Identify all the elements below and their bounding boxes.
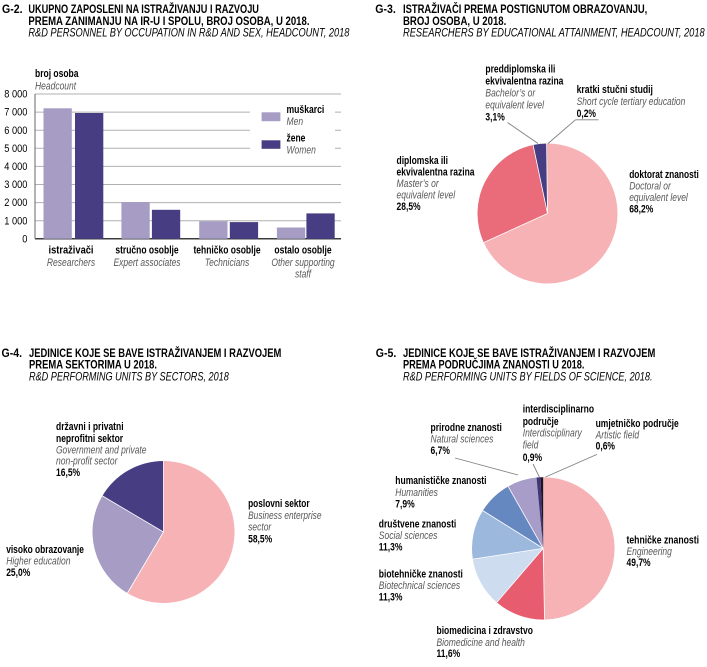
svg-text:državni i privatni: državni i privatni bbox=[56, 421, 124, 433]
svg-text:ostalo osoblje: ostalo osoblje bbox=[274, 244, 332, 256]
svg-text:staff: staff bbox=[295, 269, 312, 281]
svg-text:broj osoba: broj osoba bbox=[35, 68, 79, 80]
svg-text:sector: sector bbox=[248, 522, 272, 534]
svg-text:1 000: 1 000 bbox=[4, 216, 28, 228]
svg-text:Humanities: Humanities bbox=[395, 487, 438, 499]
svg-text:Biomedicine and health: Biomedicine and health bbox=[437, 637, 526, 649]
svg-text:područje: područje bbox=[523, 416, 559, 428]
svg-text:G-4.: G-4. bbox=[2, 347, 23, 360]
svg-text:R&D PERFORMING UNITS BY FIELDS: R&D PERFORMING UNITS BY FIELDS OF SCIENC… bbox=[403, 372, 653, 384]
svg-text:preddiplomska ili: preddiplomska ili bbox=[485, 63, 555, 75]
svg-text:Expert associates: Expert associates bbox=[113, 257, 180, 269]
svg-text:BROJ OSOBA, U 2018.: BROJ OSOBA, U 2018. bbox=[403, 15, 506, 28]
svg-text:G-3.: G-3. bbox=[375, 4, 396, 17]
svg-text:muškarci: muškarci bbox=[287, 104, 325, 116]
svg-text:Government and private: Government and private bbox=[56, 444, 147, 456]
svg-text:Short cycle tertiary education: Short cycle tertiary education bbox=[577, 96, 686, 108]
svg-text:prirodne znanosti: prirodne znanosti bbox=[431, 422, 503, 434]
svg-text:humanističke znanosti: humanističke znanosti bbox=[395, 475, 486, 487]
svg-text:3,1%: 3,1% bbox=[485, 111, 505, 123]
svg-text:2 000: 2 000 bbox=[4, 198, 28, 210]
svg-text:kratki stučni studij: kratki stučni studij bbox=[577, 84, 654, 96]
svg-text:ISTRAŽIVAČI PREMA POSTIGNUTOM: ISTRAŽIVAČI PREMA POSTIGNUTOM OBRAZOVANJ… bbox=[403, 2, 647, 16]
svg-text:umjetničko područje: umjetničko područje bbox=[596, 418, 680, 430]
svg-text:G-5.: G-5. bbox=[376, 347, 397, 360]
svg-text:Interdisciplinary: Interdisciplinary bbox=[523, 428, 583, 440]
svg-text:Bachelor’s or: Bachelor’s or bbox=[485, 87, 535, 99]
svg-text:Women: Women bbox=[287, 145, 317, 157]
svg-text:neprofitni sektor: neprofitni sektor bbox=[56, 433, 123, 445]
svg-text:49,7%: 49,7% bbox=[627, 557, 651, 569]
svg-text:ekvivalentna razina: ekvivalentna razina bbox=[397, 166, 475, 178]
svg-text:biomedicina i zdravstvo: biomedicina i zdravstvo bbox=[437, 625, 533, 637]
svg-text:11,3%: 11,3% bbox=[379, 591, 403, 603]
svg-text:equivalent level: equivalent level bbox=[397, 189, 456, 201]
svg-text:5 000: 5 000 bbox=[4, 143, 28, 155]
svg-text:6 000: 6 000 bbox=[4, 125, 28, 137]
svg-text:diplomska ili: diplomska ili bbox=[397, 155, 449, 167]
svg-text:Technicians: Technicians bbox=[205, 257, 250, 269]
svg-text:PREMA SEKTORIMA U 2018.: PREMA SEKTORIMA U 2018. bbox=[29, 359, 157, 372]
svg-text:poslovni sektor: poslovni sektor bbox=[248, 498, 310, 510]
svg-text:Natural sciences: Natural sciences bbox=[431, 433, 494, 445]
svg-text:0,2%: 0,2% bbox=[577, 108, 597, 120]
svg-text:Engineering: Engineering bbox=[627, 546, 673, 558]
svg-text:biotehničke znanosti: biotehničke znanosti bbox=[379, 568, 463, 580]
svg-text:equivalent level: equivalent level bbox=[485, 99, 544, 111]
svg-text:tehničke znanosti: tehničke znanosti bbox=[627, 534, 700, 546]
svg-text:G-2.: G-2. bbox=[2, 4, 23, 17]
svg-text:UKUPNO ZAPOSLENI NA ISTRAŽIVAN: UKUPNO ZAPOSLENI NA ISTRAŽIVANJU I RAZVO… bbox=[28, 2, 259, 16]
svg-text:Men: Men bbox=[287, 116, 304, 128]
svg-text:R&D PERSONNEL BY OCCUPATION IN: R&D PERSONNEL BY OCCUPATION IN R&D AND S… bbox=[28, 28, 349, 40]
svg-text:0: 0 bbox=[22, 234, 28, 246]
svg-text:Higher education: Higher education bbox=[6, 555, 71, 567]
svg-text:68,2%: 68,2% bbox=[629, 203, 653, 215]
svg-text:žene: žene bbox=[287, 133, 306, 145]
svg-text:Business enterprise: Business enterprise bbox=[248, 510, 322, 522]
svg-text:11,6%: 11,6% bbox=[437, 648, 461, 660]
svg-text:društvene znanosti: društvene znanosti bbox=[379, 519, 457, 531]
svg-text:25,0%: 25,0% bbox=[6, 567, 30, 579]
svg-text:stručno osoblje: stručno osoblje bbox=[115, 244, 179, 256]
svg-text:0,9%: 0,9% bbox=[523, 452, 543, 464]
svg-text:field: field bbox=[523, 440, 539, 452]
svg-text:16,5%: 16,5% bbox=[56, 467, 80, 479]
svg-text:PREMA PODRUČJIMA ZNANOSTI U 20: PREMA PODRUČJIMA ZNANOSTI U 2018. bbox=[403, 357, 585, 371]
svg-text:7 000: 7 000 bbox=[4, 107, 28, 119]
svg-text:Artistic field: Artistic field bbox=[595, 429, 640, 441]
svg-text:Headcount: Headcount bbox=[35, 80, 77, 92]
svg-text:Other supporting: Other supporting bbox=[271, 257, 335, 269]
svg-text:3 000: 3 000 bbox=[4, 180, 28, 192]
svg-text:R&D PERFORMING UNITS BY SECTOR: R&D PERFORMING UNITS BY SECTORS, 2018 bbox=[29, 372, 229, 384]
svg-text:RESEARCHERS BY EDUCATIONAL ATT: RESEARCHERS BY EDUCATIONAL ATTAINMENT, H… bbox=[403, 27, 705, 40]
svg-text:58,5%: 58,5% bbox=[248, 534, 272, 546]
svg-text:istraživači: istraživači bbox=[48, 245, 93, 257]
svg-text:PREMA ZANIMANJU NA IR-U I SPOL: PREMA ZANIMANJU NA IR-U I SPOLU, BROJ OS… bbox=[28, 15, 309, 28]
svg-text:ekvivalentna razina: ekvivalentna razina bbox=[485, 75, 563, 87]
svg-text:visoko obrazovanje: visoko obrazovanje bbox=[6, 544, 84, 556]
svg-text:7,9%: 7,9% bbox=[395, 498, 415, 510]
svg-text:equivalent level: equivalent level bbox=[629, 192, 688, 204]
svg-text:non-profit sector: non-profit sector bbox=[56, 456, 118, 468]
svg-text:tehničko osoblje: tehničko osoblje bbox=[193, 244, 261, 256]
svg-text:interdisciplinarno: interdisciplinarno bbox=[523, 404, 594, 416]
svg-text:Social sciences: Social sciences bbox=[379, 530, 438, 542]
svg-text:JEDINICE KOJE SE BAVE ISTRAŽIV: JEDINICE KOJE SE BAVE ISTRAŽIVANJEM I RA… bbox=[403, 346, 656, 360]
svg-text:0,6%: 0,6% bbox=[596, 441, 616, 453]
svg-text:11,3%: 11,3% bbox=[379, 542, 403, 554]
svg-text:JEDINICE KOJE SE BAVE ISTRAŽIV: JEDINICE KOJE SE BAVE ISTRAŽIVANJEM I RA… bbox=[29, 346, 282, 360]
svg-text:Biotechnical sciences: Biotechnical sciences bbox=[379, 580, 460, 592]
svg-text:28,5%: 28,5% bbox=[397, 201, 421, 213]
svg-text:Master’s or: Master’s or bbox=[397, 178, 440, 190]
svg-text:Doctoral or: Doctoral or bbox=[629, 180, 671, 192]
svg-text:Researchers: Researchers bbox=[47, 257, 95, 269]
svg-text:4 000: 4 000 bbox=[4, 161, 28, 173]
svg-text:6,7%: 6,7% bbox=[431, 445, 451, 457]
svg-text:doktorat znanosti: doktorat znanosti bbox=[629, 169, 699, 181]
svg-text:8 000: 8 000 bbox=[4, 89, 28, 101]
